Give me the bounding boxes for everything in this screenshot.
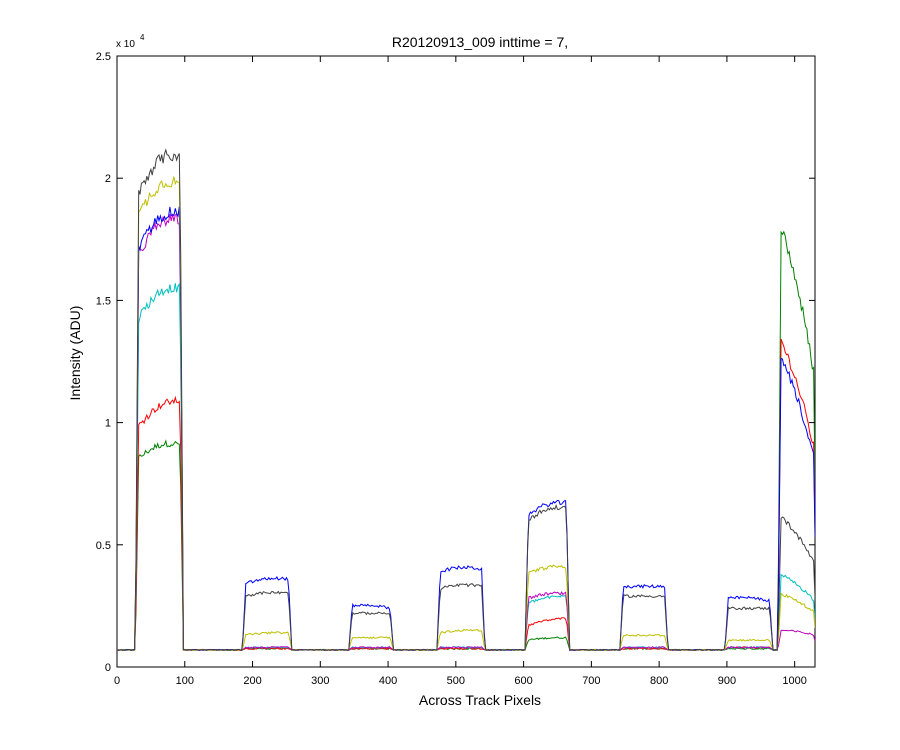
y-tick-label: 0.5 [96,540,111,552]
x-tick-label: 800 [650,675,668,687]
x-tick-label: 600 [514,675,532,687]
x-axis-title: Across Track Pixels [419,692,541,708]
y-axis-title: Intensity (ADU) [67,306,83,401]
series-line-7 [117,148,815,651]
plot-area-box [116,55,816,668]
y-tick-label: 2 [105,173,111,185]
chart-title: R20120913_009 inttime = 7, [392,34,568,50]
x-tick-label: 700 [582,675,600,687]
series-layer [117,148,815,652]
x-tick-label: 0 [114,675,120,687]
x-tick-label: 200 [243,675,261,687]
x-tick-label: 900 [718,675,736,687]
x-tick-label: 400 [379,675,397,687]
y-tick-label: 2.5 [96,51,111,63]
x-tick-label: 100 [176,675,194,687]
y-tick-label: 0 [105,662,111,674]
ticks-layer: 0 100 200 300 400 500 600 700 800 900 1000 0 0.5 1 1.5… [96,51,815,687]
y-multiplier-label: x 10 [116,39,135,50]
x-tick-label: 500 [447,675,465,687]
y-tick-label: 1.5 [96,295,111,307]
y-multiplier-exponent: 4 [140,33,145,42]
x-tick-label: 300 [311,675,329,687]
y-tick-label: 1 [105,418,111,430]
plot-frame [116,55,816,668]
x-tick-label: 1000 [782,675,806,687]
